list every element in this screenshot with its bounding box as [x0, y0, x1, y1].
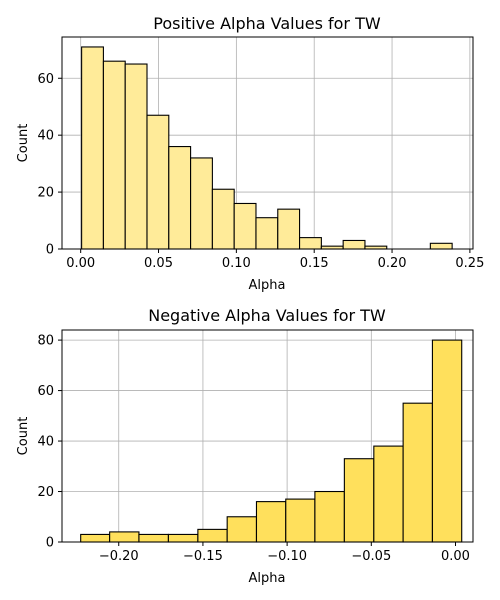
y-tick-label: 60	[37, 384, 54, 399]
histogram-bar	[124, 63, 148, 250]
histogram-bar	[211, 188, 235, 250]
histogram-bar	[299, 237, 322, 250]
histogram-bar	[255, 501, 287, 543]
x-axis-label: Alpha	[249, 278, 286, 293]
axes-frame	[61, 36, 474, 250]
histogram-bar	[277, 208, 301, 250]
histogram-bar	[146, 114, 170, 250]
histogram-bar	[109, 531, 140, 543]
x-tick-label: 0.10	[222, 256, 251, 271]
histogram-bar	[343, 458, 375, 543]
histogram-bar	[314, 490, 345, 543]
histogram-bar	[233, 202, 257, 250]
x-tick-label: 0.00	[441, 549, 470, 564]
plot-area: −0.20 −0.15 −0.10 −0.05 0.00 0 20 40 60 80	[37, 329, 474, 564]
chart-title: Negative Alpha Values for TW	[148, 306, 386, 325]
histogram-bar	[197, 528, 228, 543]
axes-frame	[61, 329, 474, 543]
x-tick-label: 0.05	[144, 256, 173, 271]
histogram-bar	[138, 533, 169, 543]
histogram-bar	[373, 445, 404, 543]
x-tick-label: 0.25	[455, 256, 484, 271]
histogram-bar	[80, 533, 111, 543]
x-tick-label: 0.20	[378, 256, 407, 271]
histogram-bar	[255, 217, 279, 250]
histogram-bar	[81, 46, 104, 250]
histogram-bar	[168, 146, 192, 250]
histogram-bar	[102, 60, 126, 250]
x-tick-label: 0.00	[66, 256, 95, 271]
histogram-bar	[285, 498, 316, 543]
y-tick-label: 20	[37, 186, 54, 201]
y-tick-label: 20	[37, 485, 54, 500]
histogram-bar	[226, 516, 258, 543]
chart-title: Positive Alpha Values for TW	[153, 14, 381, 33]
y-tick-label: 60	[37, 72, 54, 87]
x-tick-label: −0.10	[267, 549, 307, 564]
histogram-bar	[342, 239, 366, 250]
y-axis-label: Count	[16, 417, 31, 456]
y-axis-label: Count	[16, 124, 31, 163]
histogram-bar	[190, 157, 213, 250]
y-tick-label: 0	[46, 536, 54, 551]
y-tick-label: 80	[37, 334, 54, 349]
x-tick-label: −0.05	[351, 549, 391, 564]
y-tick-label: 40	[37, 435, 54, 450]
negative-alpha-chart: Negative Alpha Values for TW Alpha Count…	[16, 306, 474, 586]
x-tick-label: 0.15	[300, 256, 329, 271]
histogram-bar	[429, 242, 453, 250]
positive-alpha-chart: Positive Alpha Values for TW Alpha Count…	[16, 14, 484, 293]
histogram-bar	[431, 339, 463, 543]
x-axis-label: Alpha	[249, 571, 286, 586]
x-tick-label: −0.15	[183, 549, 223, 564]
plot-area: 0.00 0.05 0.10 0.15 0.20 0.25 0 20 40 60	[37, 36, 484, 271]
x-tick-label: −0.20	[99, 549, 139, 564]
histogram-bar	[402, 402, 433, 543]
histogram-bar	[167, 533, 199, 543]
y-tick-label: 0	[46, 243, 54, 258]
y-tick-label: 40	[37, 129, 54, 144]
